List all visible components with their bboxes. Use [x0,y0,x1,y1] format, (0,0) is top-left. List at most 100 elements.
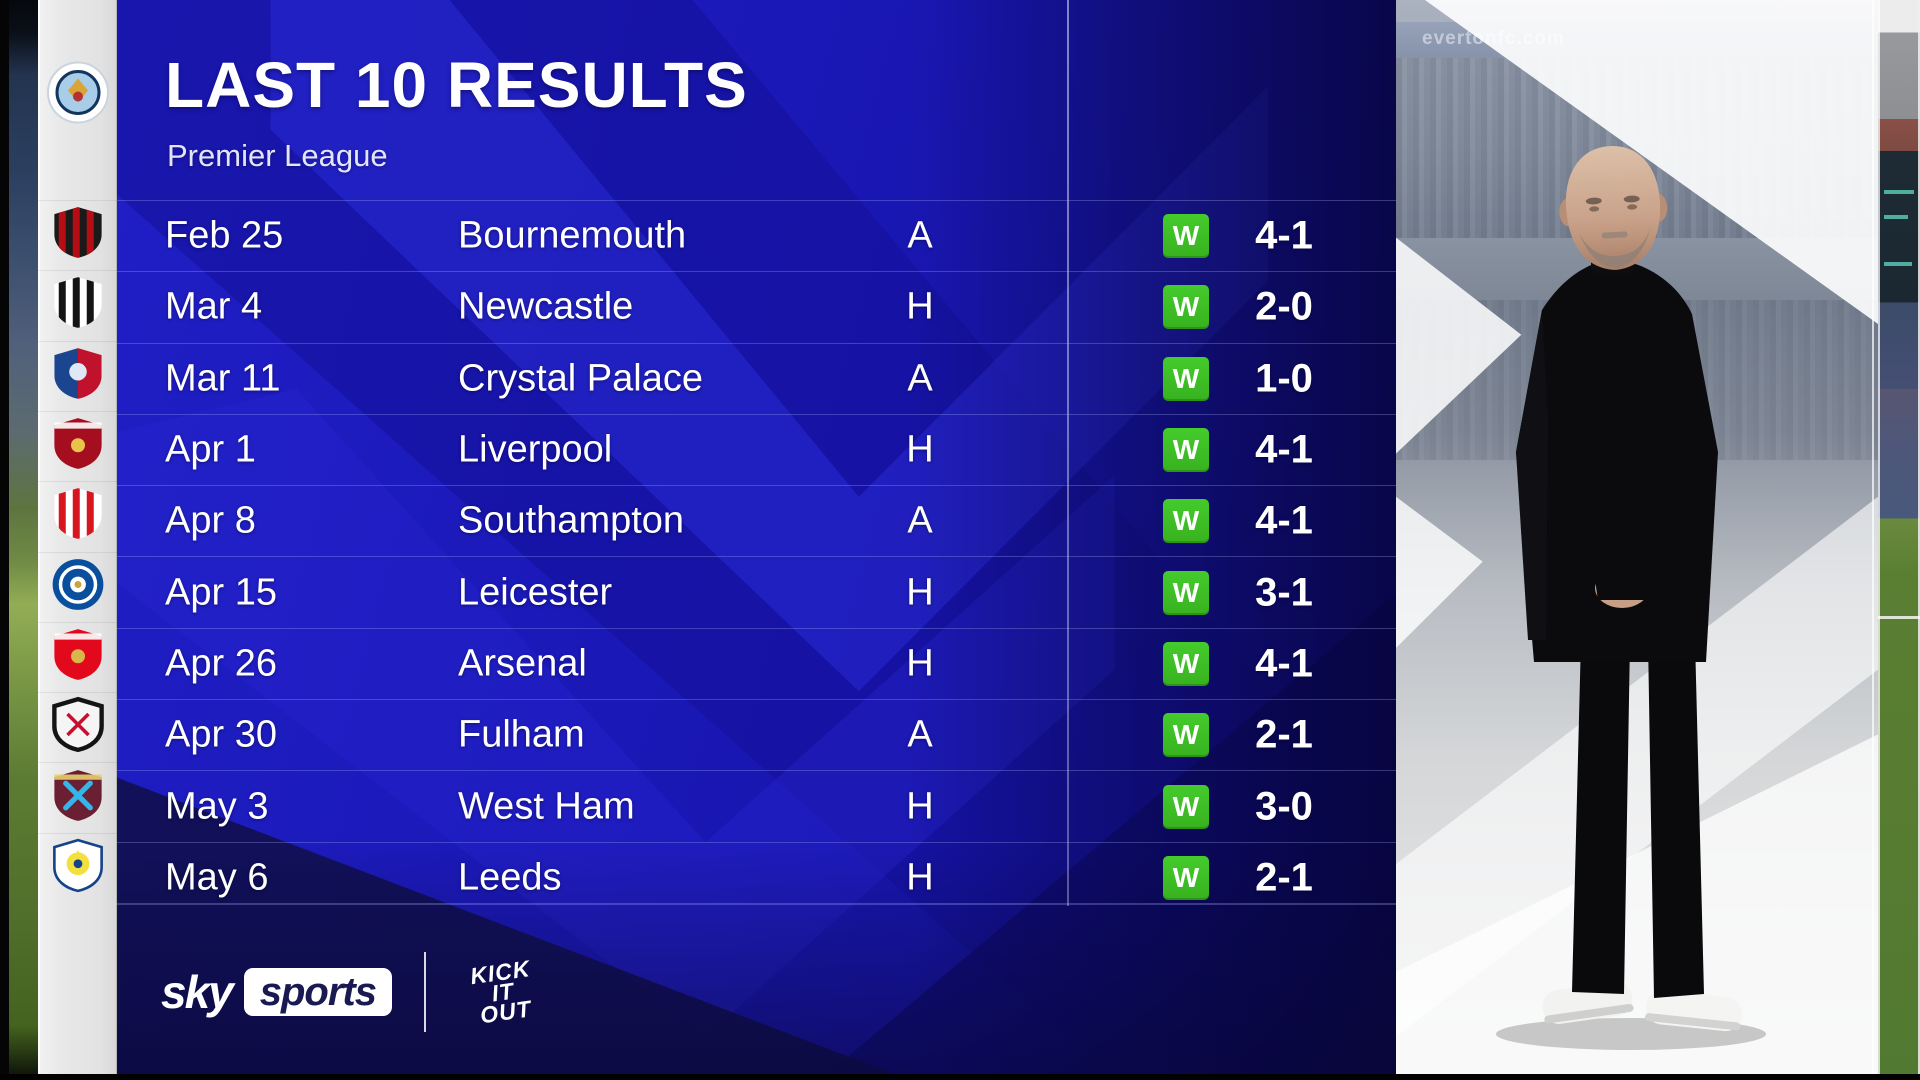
outcome-badge: W [1163,285,1209,330]
result-row: Apr 1 Liverpool H W 4-1 [117,413,1396,485]
result-score: 2-1 [1255,712,1313,757]
badge-man-city-icon [46,61,110,130]
competition-subtitle: Premier League [167,138,388,173]
result-date: May 6 [165,856,269,899]
result-opponent: Crystal Palace [458,357,703,400]
outcome-badge: W [1163,214,1209,259]
strip-row-line [38,621,117,623]
strip-row-line [38,762,117,764]
left-black-bar [0,0,9,1080]
result-score: 3-1 [1255,570,1313,615]
strip-row-line [38,270,117,272]
result-score: 2-1 [1255,855,1313,900]
result-opponent: Leicester [458,571,613,614]
venue-indicator: H [906,642,934,685]
result-date: Apr 30 [165,713,277,756]
outcome-badge: W [1163,784,1209,829]
result-opponent: Newcastle [458,285,634,328]
kick-it-out-text: OUT [478,995,534,1029]
strip-row-line [38,832,117,834]
pitch-line [1878,615,1920,619]
result-score: 4-1 [1255,641,1313,686]
badge-newcastle-icon [50,275,106,336]
outcome-badge: W [1163,570,1209,615]
strip-row-line [38,410,117,412]
left-video-edge [0,0,38,1080]
result-opponent: Leeds [458,856,562,899]
kick-it-out-logo: KICK IT OUT [452,941,554,1043]
badge-southampton-icon [50,486,106,547]
result-score: 4-1 [1255,427,1313,472]
strip-row-line [38,340,117,342]
result-row: Mar 11 Crystal Palace A W 1-0 [117,342,1396,414]
result-opponent: Arsenal [458,642,587,685]
manager-photo-panel: evertonfc.com [1396,0,1878,1080]
sky-logo: sky [161,966,234,1018]
badge-fulham-icon [50,697,106,758]
letterbox-bar [0,1074,1920,1080]
team-badge-strip [38,0,117,1080]
scoreboard-text-hint [1884,262,1912,266]
venue-indicator: A [907,713,933,756]
photo-edge-line [1872,0,1874,1080]
strip-row-line [38,200,117,201]
result-date: Mar 11 [165,357,281,400]
page-title: LAST 10 RESULTS [165,49,748,121]
result-row: May 3 West Ham H W 3-0 [117,770,1396,841]
result-score: 3-0 [1255,784,1313,829]
result-date: Apr 26 [165,642,277,685]
result-score: 4-1 [1255,498,1313,543]
result-date: Apr 15 [165,571,277,614]
result-score: 4-1 [1255,213,1313,258]
venue-indicator: H [906,856,934,899]
sky-sports-logo-box: sports [243,968,392,1016]
result-row: Apr 26 Arsenal H W 4-1 [117,627,1396,699]
result-date: May 3 [165,785,269,828]
result-date: Apr 8 [165,499,256,542]
strip-row-line [38,551,117,553]
badge-bournemouth-icon [50,205,106,266]
outcome-badge: W [1163,356,1209,401]
manager-figure [1496,146,1766,1050]
venue-indicator: A [907,357,933,400]
right-video-edge [1878,0,1920,1080]
result-opponent: Fulham [458,713,585,756]
badge-arsenal-icon [50,626,106,687]
outcome-badge: W [1163,713,1209,758]
result-opponent: Liverpool [458,428,613,471]
venue-indicator: A [907,499,933,542]
strip-row-line [38,481,117,483]
logo-divider [424,952,426,1032]
venue-indicator: H [906,571,934,614]
badge-liverpool-icon [50,416,106,477]
result-row: Apr 15 Leicester H W 3-1 [117,556,1396,627]
result-opponent: Bournemouth [458,214,687,257]
outcome-badge: W [1163,499,1209,544]
badge-west-ham-icon [50,767,106,828]
broadcaster-logos: sky sports KICK IT OUT [161,942,548,1042]
venue-indicator: H [906,785,934,828]
venue-indicator: A [907,214,933,257]
results-table: Feb 25 Bournemouth A W 4-1 Mar 4 Newcastle H W 2-… [117,200,1396,913]
result-row: Feb 25 Bournemouth A W 4-1 [117,200,1396,271]
result-opponent: West Ham [458,785,635,828]
result-row: Apr 30 Fulham A W 2-1 [117,699,1396,770]
badge-leeds-icon [50,837,106,898]
outcome-badge: W [1163,428,1209,473]
result-row: Apr 8 Southampton A W 4-1 [117,485,1396,556]
strip-row-line [38,692,117,694]
result-date: Mar 4 [165,285,263,328]
video-edge-line [1878,0,1880,1080]
scoreboard-text-hint [1884,215,1908,219]
badge-crystal-palace-icon [50,345,106,406]
result-score: 1-0 [1255,356,1313,401]
result-opponent: Southampton [458,499,685,542]
outcome-badge: W [1163,641,1209,686]
result-row: May 6 Leeds H W 2-1 [117,841,1396,913]
scoreboard-text-hint [1884,190,1914,194]
badge-leicester-icon [50,556,106,617]
outcome-badge: W [1163,855,1209,900]
rows-end-line [117,903,1396,905]
video-edge-line [1918,0,1920,1080]
